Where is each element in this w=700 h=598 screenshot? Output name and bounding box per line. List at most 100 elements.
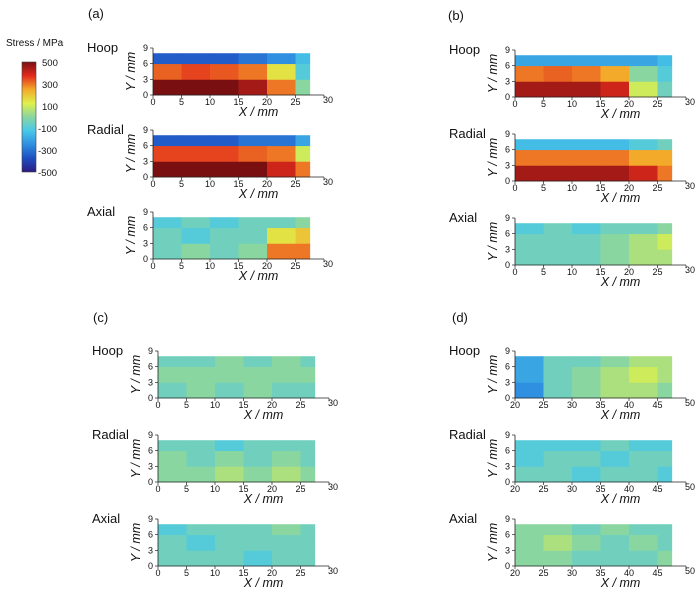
heatmap-cell [243,524,273,536]
x-tick-label: 15 [238,400,248,410]
y-tick-label: 9 [505,346,510,356]
y-axis-label: Y / mm [129,439,143,478]
heatmap-cell [215,534,244,551]
heatmap-cell [210,63,239,80]
heatmap-cell [515,139,544,151]
heatmap-cell [267,135,296,147]
heatmap-cell [272,440,301,452]
x-tick-label: 30 [323,259,333,269]
heatmap-cell [600,223,630,235]
heatmap-c-hoop: Hoop 0 5 10 15 20 25 30 0 3 6 9 X / mm Y / mm [92,343,338,422]
heatmap-cell [572,550,601,567]
row-label: Hoop [92,343,123,358]
heatmap-cell [300,382,316,399]
heatmap-cell [267,79,296,96]
colorbar-scale [21,61,37,173]
heatmap-cell [300,450,316,467]
heatmap-cell [572,524,601,536]
y-tick-label: 0 [505,393,510,403]
y-tick-label: 9 [143,125,148,135]
heatmap-cell [238,135,268,147]
heatmap-cell [543,81,573,98]
heatmap-cell [186,382,216,399]
heatmap-cell [600,450,630,467]
heatmap-cell [657,139,673,151]
heatmap-cell [629,524,658,536]
heatmap-cell [543,550,573,567]
heatmap-cell [267,243,296,260]
x-tick-label: 25 [538,400,548,410]
colorbar-tick-label: 500 [42,58,58,69]
heatmap-cell [515,466,544,483]
heatmap-cell [543,450,573,467]
x-tick-label: 50 [685,566,695,576]
heatmap-cell [543,534,573,551]
heatmap-cell [657,233,673,250]
heatmap-cell [629,440,658,452]
x-tick-label: 20 [624,183,634,193]
heatmap-cell [600,65,630,82]
heatmap-cell [572,382,601,399]
x-tick-label: 30 [328,482,338,492]
y-tick-label: 3 [505,545,510,555]
heatmap-cell [272,534,301,551]
heatmap-cell [272,366,301,383]
x-tick-label: 20 [262,97,272,107]
heatmap-cell [543,249,573,266]
heatmap-c-radial: Radial 0 5 10 15 20 25 30 0 3 6 9 X / mm Y / mm [92,427,338,506]
y-tick-label: 6 [143,141,148,151]
x-tick-label: 20 [624,267,634,277]
x-tick-label: 30 [567,400,577,410]
heatmap-cell [629,534,658,551]
heatmap-cell [572,233,601,250]
heatmap-cell [153,53,182,65]
colorbar: Stress / MPa 500 300 100 -100 -300 -500 [6,38,64,179]
heatmap-cell [243,466,273,483]
heatmap-cell [210,161,239,178]
heatmap-cell [629,139,658,151]
heatmap-cell [629,550,658,567]
heatmap-cell [629,450,658,467]
heatmap-cell [186,524,216,536]
row-label: Radial [87,122,124,137]
y-tick-label: 9 [143,207,148,217]
heatmap-cell [629,65,658,82]
x-tick-label: 20 [510,400,520,410]
heatmap-cell [153,243,182,260]
y-tick-label: 6 [505,446,510,456]
x-tick-label: 20 [267,484,277,494]
heatmap-cell [158,466,187,483]
y-axis-label: Y / mm [486,54,500,93]
colorbar-tick-label: 100 [42,102,58,113]
heatmap-cell [600,233,630,250]
heatmap-cell [543,382,573,399]
panel-letter: (a) [88,6,104,21]
heatmap-cell [300,366,316,383]
x-axis-label: X / mm [600,492,641,506]
x-tick-label: 25 [538,568,548,578]
y-tick-label: 0 [505,92,510,102]
heatmap-cell [181,135,211,147]
heatmap-cell [215,550,244,567]
heatmap-cell [267,53,296,65]
heatmap-cell [629,366,658,383]
x-tick-label: 5 [184,484,189,494]
heatmap-cell [572,249,601,266]
heatmap-cell [515,249,544,266]
x-axis-label: X / mm [243,576,284,590]
x-tick-label: 5 [541,99,546,109]
x-tick-label: 10 [205,179,215,189]
x-tick-label: 25 [290,179,300,189]
x-tick-label: 40 [624,484,634,494]
heatmap-cell [515,223,544,235]
heatmap-cell [272,356,301,368]
x-tick-label: 35 [595,400,605,410]
heatmap-cell [657,165,673,182]
y-axis-label: Y / mm [129,355,143,394]
heatmap-cell [181,63,211,80]
heatmap-cell [572,366,601,383]
heatmap-cell [600,55,630,67]
y-axis-label: Y / mm [486,439,500,478]
heatmap-cell [629,382,658,399]
colorbar-tick-label: -300 [38,146,57,157]
